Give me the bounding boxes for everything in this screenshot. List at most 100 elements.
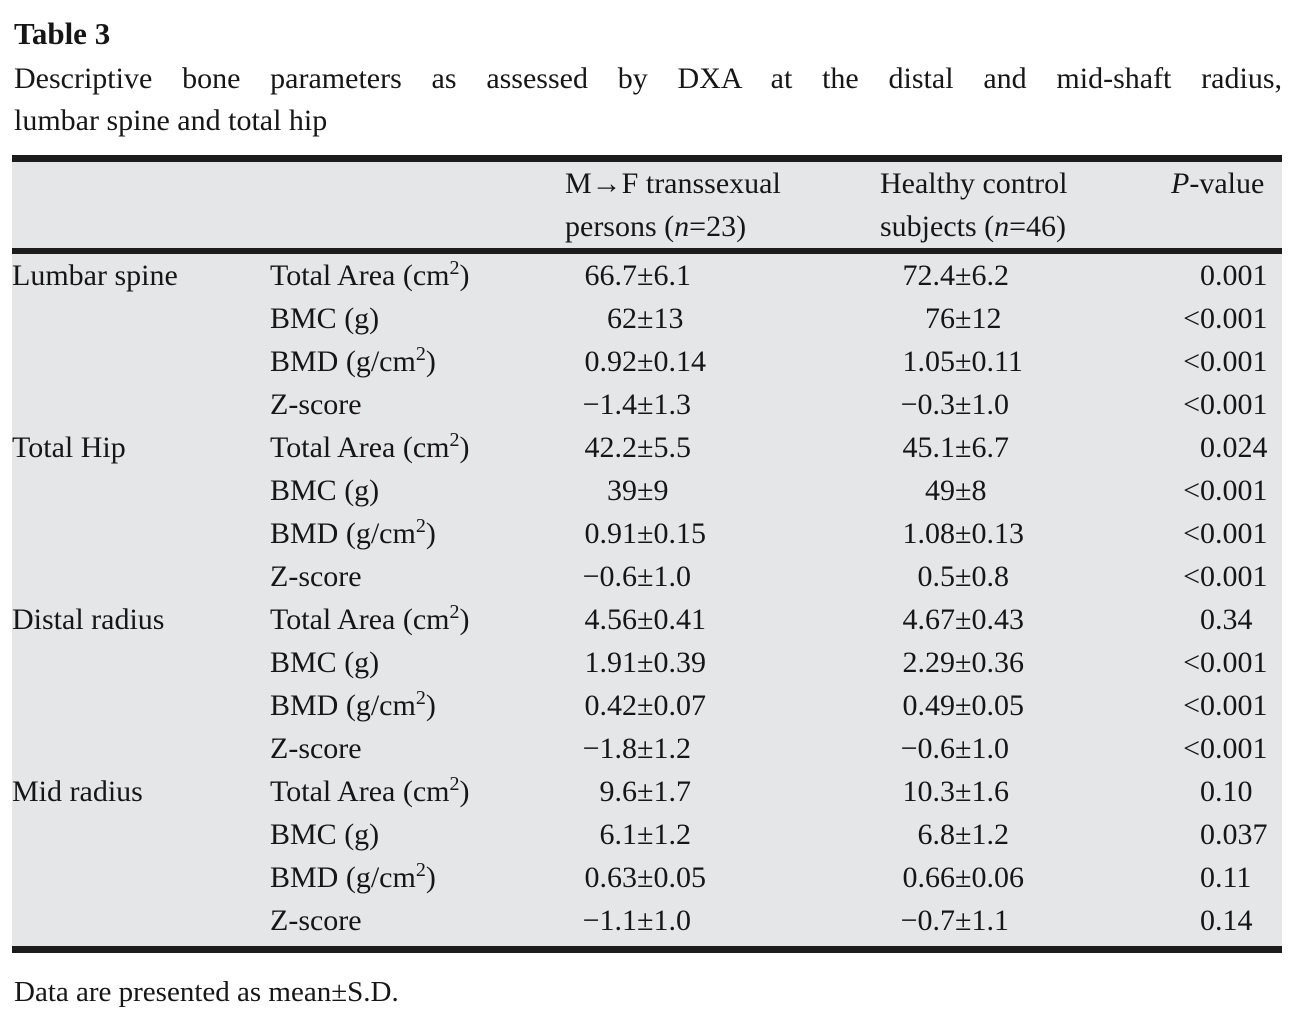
row-parameter-label: BMD (g/cm2) xyxy=(270,515,436,550)
header-control-line1: Healthy control xyxy=(880,167,1068,200)
row-parameter-label: BMC (g) xyxy=(270,302,380,335)
cell-transsexual-value: 0.91±0.15 xyxy=(584,517,706,550)
row-parameter-label: Z-score xyxy=(270,560,362,593)
table-row: Distal radius Total Area (cm2) 4.56±0.41… xyxy=(12,598,1282,641)
row-group-label xyxy=(12,899,270,950)
dxa-bone-parameters-table: M→F transsexual persons (n=23) Healthy c… xyxy=(12,155,1282,953)
table-row: Z-score −1.4±1.3 −0.3±1.0 <0.001 xyxy=(12,383,1282,426)
row-group-label: Total Hip xyxy=(12,431,126,464)
cell-control-value: 2.29±0.36 xyxy=(902,646,1024,679)
cell-p-value: <0.001 xyxy=(1183,560,1268,593)
cell-p-value: <0.001 xyxy=(1183,388,1268,421)
cell-transsexual-value: 39±9 xyxy=(607,474,669,507)
table-number-heading: Table 3 xyxy=(14,16,111,51)
header-parameter-column xyxy=(270,159,565,252)
p-symbol: P xyxy=(1171,167,1190,200)
cell-p-value: 0.11 xyxy=(1200,861,1252,894)
table-row: Z-score −1.8±1.2 −0.6±1.0 <0.001 xyxy=(12,727,1282,770)
row-group-label xyxy=(12,641,270,684)
cell-transsexual-value: −0.6±1.0 xyxy=(582,560,691,593)
row-group-label: Distal radius xyxy=(12,603,165,636)
superscript: 2 xyxy=(415,687,426,709)
cell-transsexual-value: −1.8±1.2 xyxy=(582,732,691,765)
table-row: Z-score −0.6±1.0 0.5±0.8 <0.001 xyxy=(12,555,1282,598)
superscript: 2 xyxy=(415,515,426,537)
row-group-label xyxy=(12,684,270,727)
cell-transsexual-value: 42.2±5.5 xyxy=(584,431,691,464)
row-parameter-label: Z-score xyxy=(270,388,362,421)
row-parameter-label: Total Area (cm2) xyxy=(270,601,470,636)
header-group-column xyxy=(12,159,270,252)
cell-control-value: 0.66±0.06 xyxy=(902,861,1024,894)
cell-p-value: <0.001 xyxy=(1183,302,1268,335)
row-parameter-label: BMC (g) xyxy=(270,646,380,679)
cell-control-value: 72.4±6.2 xyxy=(902,259,1009,292)
header-control-line2: subjects (n=46) xyxy=(880,210,1067,243)
cell-control-value: 6.8±1.2 xyxy=(917,818,1009,851)
row-group-label xyxy=(12,383,270,426)
n-symbol: n xyxy=(994,210,1010,243)
table-caption: Descriptive bone parameters as assessed … xyxy=(14,58,1282,142)
table-row: BMC (g) 1.91±0.39 2.29±0.36 <0.001 xyxy=(12,641,1282,684)
cell-control-value: 0.5±0.8 xyxy=(917,560,1009,593)
cell-control-value: 4.67±0.43 xyxy=(902,603,1024,636)
table-row: BMD (g/cm2) 0.63±0.05 0.66±0.06 0.11 xyxy=(12,856,1282,899)
cell-transsexual-value: 0.42±0.07 xyxy=(584,689,706,722)
cell-control-value: 45.1±6.7 xyxy=(902,431,1009,464)
row-group-label xyxy=(12,727,270,770)
cell-transsexual-value: 6.1±1.2 xyxy=(599,818,691,851)
cell-p-value: <0.001 xyxy=(1183,689,1268,722)
row-parameter-label: Total Area (cm2) xyxy=(270,773,470,808)
cell-control-value: 0.49±0.05 xyxy=(902,689,1024,722)
table-row: BMC (g) 6.1±1.2 6.8±1.2 0.037 xyxy=(12,813,1282,856)
table-row: Mid radius Total Area (cm2) 9.6±1.7 10.3… xyxy=(12,770,1282,813)
table-row: BMD (g/cm2) 0.91±0.15 1.08±0.13 <0.001 xyxy=(12,512,1282,555)
cell-p-value: 0.024 xyxy=(1200,431,1268,464)
paper-table-page: Table 3 Descriptive bone parameters as a… xyxy=(12,16,1282,1008)
superscript: 2 xyxy=(449,429,460,451)
cell-p-value: <0.001 xyxy=(1183,345,1268,378)
cell-control-value: 1.05±0.11 xyxy=(902,345,1023,378)
superscript: 2 xyxy=(449,773,460,795)
header-pvalue-column: P-value xyxy=(1171,167,1265,200)
cell-transsexual-value: 0.92±0.14 xyxy=(584,345,706,378)
row-parameter-label: Total Area (cm2) xyxy=(270,429,470,464)
cell-transsexual-value: 66.7±6.1 xyxy=(584,259,691,292)
cell-p-value: <0.001 xyxy=(1183,517,1268,550)
row-group-label: Mid radius xyxy=(12,775,143,808)
cell-transsexual-value: −1.1±1.0 xyxy=(582,904,691,937)
cell-transsexual-value: 1.91±0.39 xyxy=(584,646,706,679)
cell-p-value: 0.001 xyxy=(1200,259,1268,292)
header-transsexual-line1: M→F transsexual xyxy=(565,167,781,200)
row-group-label xyxy=(12,856,270,899)
n-symbol: n xyxy=(674,210,690,243)
cell-p-value: 0.10 xyxy=(1200,775,1253,808)
superscript: 2 xyxy=(449,257,460,279)
header-control-column: Healthy control subjects (n=46) xyxy=(880,159,1171,252)
table-header: M→F transsexual persons (n=23) Healthy c… xyxy=(12,159,1282,252)
table-caption-line1: Descriptive bone parameters as assessed … xyxy=(14,62,1282,95)
cell-transsexual-value: −1.4±1.3 xyxy=(582,388,691,421)
row-group-label xyxy=(12,555,270,598)
row-group-label xyxy=(12,512,270,555)
cell-p-value: <0.001 xyxy=(1183,646,1268,679)
table-caption-line2: lumbar spine and total hip xyxy=(14,104,328,137)
cell-control-value: 10.3±1.6 xyxy=(902,775,1009,808)
row-parameter-label: Total Area (cm2) xyxy=(270,257,470,292)
row-group-label xyxy=(12,469,270,512)
row-parameter-label: Z-score xyxy=(270,732,362,765)
cell-control-value: −0.6±1.0 xyxy=(900,732,1009,765)
table-row: BMD (g/cm2) 0.92±0.14 1.05±0.11 <0.001 xyxy=(12,340,1282,383)
table-wrapper: M→F transsexual persons (n=23) Healthy c… xyxy=(12,155,1282,953)
row-group-label xyxy=(12,340,270,383)
superscript: 2 xyxy=(449,601,460,623)
row-parameter-label: BMC (g) xyxy=(270,474,380,507)
table-body: Lumbar spine Total Area (cm2) 66.7±6.1 7… xyxy=(12,251,1282,950)
row-group-label xyxy=(12,813,270,856)
cell-transsexual-value: 9.6±1.7 xyxy=(599,775,691,808)
cell-control-value: 49±8 xyxy=(925,474,987,507)
superscript: 2 xyxy=(415,859,426,881)
cell-control-value: −0.3±1.0 xyxy=(900,388,1009,421)
table-row: Total Hip Total Area (cm2) 42.2±5.5 45.1… xyxy=(12,426,1282,469)
cell-p-value: <0.001 xyxy=(1183,732,1268,765)
